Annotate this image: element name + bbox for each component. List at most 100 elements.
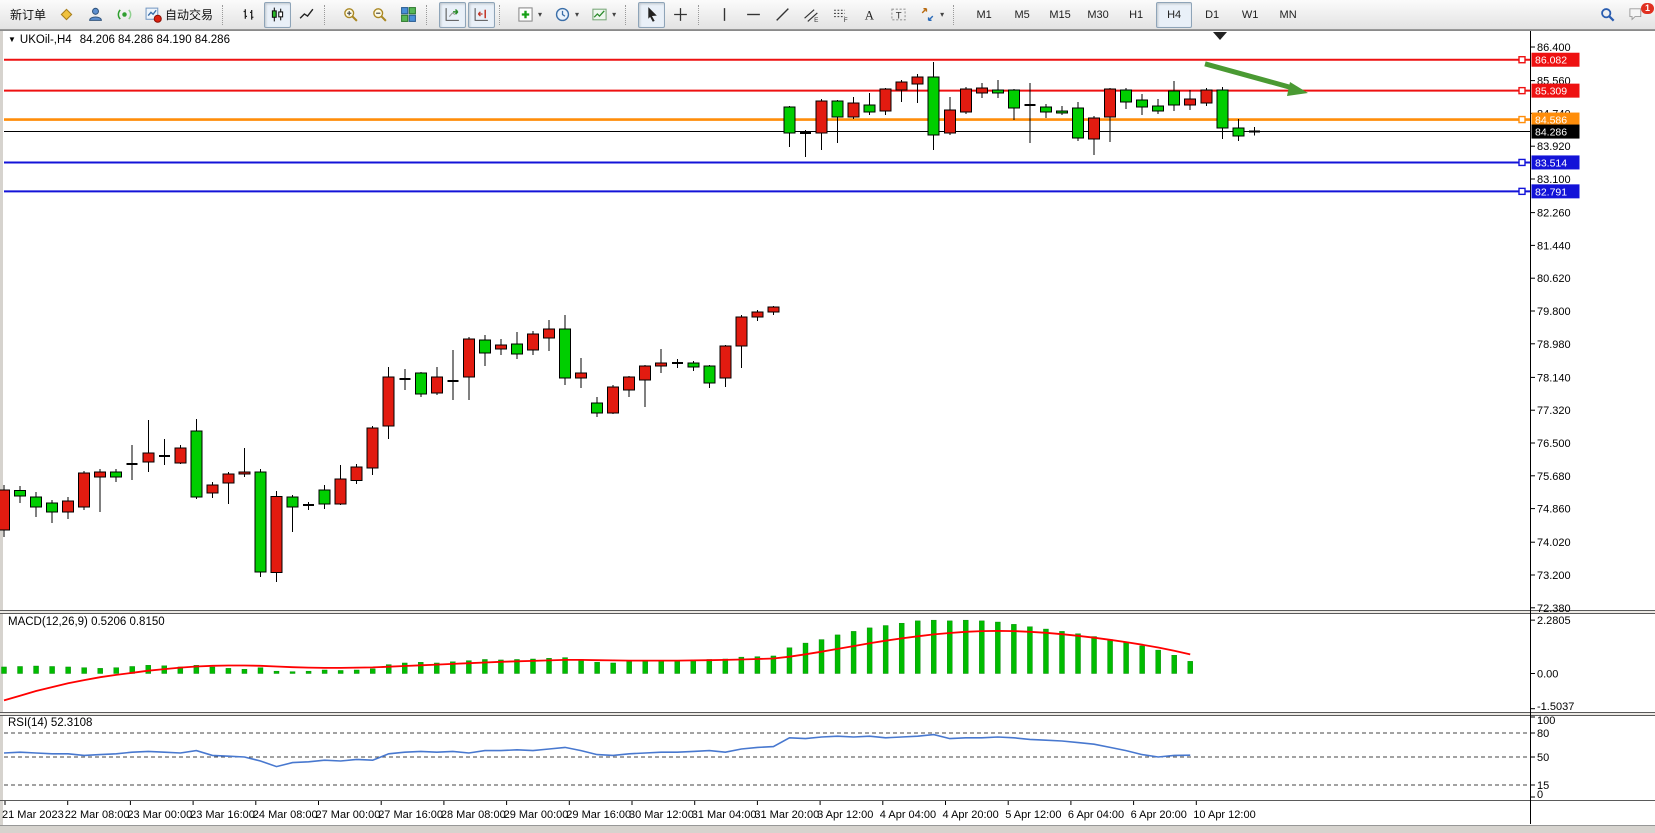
chart-shift-button[interactable] — [468, 1, 496, 28]
svg-text:E: E — [814, 17, 818, 23]
price-badge-label: 85.309 — [1535, 86, 1567, 98]
level-handle[interactable] — [1518, 158, 1526, 167]
metaeditor-button[interactable] — [53, 2, 80, 28]
chevron-down-icon[interactable]: ▾ — [940, 10, 945, 19]
fibonacci-button[interactable]: F — [827, 2, 854, 28]
bar-chart-button[interactable] — [235, 2, 262, 28]
templates-icon — [591, 6, 608, 23]
zoom-in-button[interactable] — [337, 2, 364, 28]
level-handle[interactable] — [1518, 115, 1526, 124]
candlesticks-button[interactable] — [264, 1, 292, 28]
candle-body — [703, 365, 716, 384]
cursor-button[interactable] — [638, 1, 666, 28]
templates-button[interactable]: ▾ — [586, 2, 621, 28]
candle-body — [494, 344, 507, 350]
timeframe-m30-button[interactable]: M30 — [1087, 8, 1109, 21]
toolbar-separator — [625, 4, 632, 25]
price-badge[interactable] — [1531, 112, 1580, 127]
indicators-icon — [517, 6, 534, 23]
level-handle[interactable] — [1518, 56, 1526, 64]
indicators-button[interactable]: ▾ — [512, 2, 547, 28]
search-button[interactable] — [1594, 2, 1621, 28]
arrows-icon — [919, 6, 936, 23]
arrow-shaft[interactable] — [1204, 61, 1292, 90]
text-button[interactable]: A — [856, 2, 883, 28]
new-order-button[interactable]: 新订单 — [5, 2, 51, 28]
zoom-out-button[interactable] — [366, 2, 393, 28]
macd-bar — [402, 662, 408, 674]
chevron-down-icon[interactable]: ▾ — [612, 10, 617, 19]
time-label: 6 Apr 04:00 — [1068, 809, 1124, 821]
candle-body — [543, 328, 556, 339]
candle-body — [719, 345, 732, 379]
candle-body — [639, 365, 652, 381]
candle-body — [46, 502, 59, 513]
macd-bar — [882, 625, 889, 674]
separator-band — [0, 611, 1655, 614]
text-label-button[interactable]: T — [885, 2, 912, 28]
level-handle[interactable] — [1518, 187, 1526, 196]
periods-button[interactable]: ▾ — [549, 2, 584, 28]
price-badge[interactable] — [1531, 124, 1580, 139]
candle-body — [462, 338, 475, 378]
toolbar-separator — [499, 4, 506, 25]
price-badge[interactable] — [1531, 52, 1580, 67]
timeframe-mn-button[interactable]: MN — [1279, 8, 1297, 21]
macd-bar — [947, 620, 953, 674]
timeframe-m5-button[interactable]: M5 — [1014, 8, 1030, 21]
chat-button[interactable]: 1 — [1623, 2, 1654, 28]
candle-body — [975, 87, 988, 94]
price-badge[interactable] — [1531, 184, 1580, 199]
one-click-trading-toggle[interactable]: ▼ — [8, 35, 16, 44]
time-label: 30 Mar 12:00 — [629, 809, 694, 821]
chart-shift-marker[interactable] — [1213, 32, 1227, 40]
price-badge[interactable] — [1531, 155, 1580, 170]
macd-bar — [754, 656, 761, 674]
candle-body — [991, 89, 1004, 94]
line-chart-icon — [298, 6, 315, 23]
arrow-head[interactable] — [1287, 82, 1308, 96]
timeframe-d1-button[interactable]: D1 — [1205, 8, 1220, 21]
arrows-button[interactable]: ▾ — [914, 2, 949, 28]
trendline-button[interactable] — [769, 2, 796, 28]
candle-body — [190, 430, 203, 498]
line-chart-button[interactable] — [293, 2, 320, 28]
timeframe-h4-button[interactable]: H4 — [1156, 1, 1193, 28]
equidistant-channel-button[interactable]: E — [798, 2, 825, 28]
macd-bar — [738, 656, 745, 674]
text-icon: A — [861, 6, 878, 23]
auto-trading-button[interactable]: 自动交易 — [140, 2, 218, 28]
price-tick-label: 83.100 — [1537, 174, 1571, 186]
vertical-line-button[interactable] — [711, 2, 738, 28]
macd-bar — [225, 668, 232, 674]
timeframe-m15-button[interactable]: M15 — [1049, 8, 1071, 21]
candle-body — [895, 81, 908, 91]
candle-body — [1200, 89, 1213, 104]
macd-bar — [450, 661, 456, 674]
signals-button[interactable] — [111, 2, 138, 28]
horizontal-line-button[interactable] — [740, 2, 767, 28]
candle-body — [1039, 106, 1052, 113]
community-button[interactable] — [82, 2, 109, 28]
level-handle[interactable] — [1518, 86, 1526, 95]
timeframe-m1-button[interactable]: M1 — [976, 8, 992, 21]
price-tick-label: 83.920 — [1537, 141, 1571, 153]
separator-band — [0, 713, 1655, 716]
timeframe-h1-button[interactable]: H1 — [1129, 8, 1144, 21]
chevron-down-icon[interactable]: ▾ — [575, 10, 580, 19]
macd-bar — [562, 657, 568, 674]
time-label: 22 Mar 08:00 — [65, 809, 130, 821]
auto-scroll-button[interactable] — [439, 1, 467, 28]
tile-windows-button[interactable] — [395, 2, 422, 28]
chart-background[interactable] — [0, 30, 1655, 833]
auto-scroll-icon — [444, 6, 461, 23]
chevron-down-icon[interactable]: ▾ — [538, 10, 543, 19]
candle-body — [1184, 98, 1197, 106]
timeframe-w1-button[interactable]: W1 — [1241, 8, 1259, 21]
price-badge[interactable] — [1531, 83, 1580, 98]
macd-bar — [1059, 631, 1065, 674]
time-label: 28 Mar 08:00 — [441, 809, 506, 821]
macd-bar — [626, 661, 632, 674]
crosshair-button[interactable] — [667, 2, 694, 28]
